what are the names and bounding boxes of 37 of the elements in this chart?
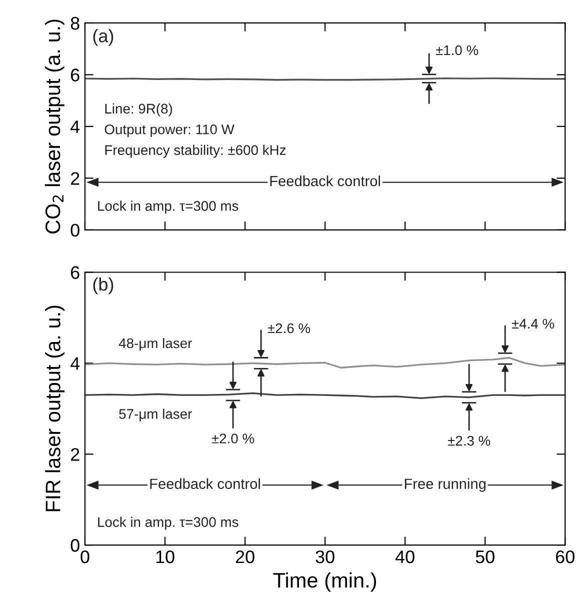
annotation: Line: 9R(8)	[105, 103, 172, 116]
annotation: (b)	[93, 277, 114, 294]
y-tick-label: 4	[70, 357, 80, 370]
annotation: Feedback control	[270, 176, 380, 186]
x-tick-label: 0	[80, 550, 90, 564]
x-tick-label: 30	[316, 550, 334, 564]
y-axis-title: CO$_{2}$ laser output (a. u.)	[44, 20, 64, 234]
annotation: ±4.4 %	[512, 318, 554, 329]
annotation: ±1.0 %	[436, 45, 478, 56]
y-tick-label: 2	[70, 172, 80, 185]
y-tick-label: 6	[70, 68, 80, 82]
x-tick-label: 50	[476, 550, 494, 564]
annotation: ±2.3 %	[448, 436, 490, 446]
y-tick-label: 0	[70, 224, 80, 237]
x-tick-label: 10	[156, 550, 174, 564]
line-series	[84, 356, 566, 369]
series-label: 57-μm laser	[119, 408, 192, 422]
y-tick-label: 2	[70, 448, 80, 461]
annotation: (a)	[93, 29, 114, 46]
annotation: Free running	[404, 478, 486, 492]
annotation: Frequency stability: ±600 kHz	[105, 144, 286, 158]
annotation: ±2.6 %	[268, 323, 310, 334]
y-tick-label: 4	[70, 120, 80, 133]
series-label: 48-μm laser	[118, 338, 192, 351]
y-tick-label: 6	[70, 266, 80, 279]
y-tick-label: 0	[70, 539, 80, 552]
x-tick-label: 40	[395, 550, 414, 564]
y-axis-title: FIR laser output (a. u.)	[45, 306, 65, 512]
y-tick-label: 8	[70, 16, 80, 30]
x-tick-label: 60	[556, 550, 574, 564]
annotation: Output power: 110 W	[104, 124, 234, 138]
x-tick-label: 20	[236, 550, 254, 564]
annotation: ±2.0 %	[212, 434, 254, 444]
annotation: Lock in amp. τ=300 ms	[98, 200, 238, 214]
annotation: Lock in amp. τ=300 ms	[98, 516, 238, 530]
x-axis-title: Time (min.)	[273, 572, 376, 592]
annotation: Feedback control	[150, 478, 260, 489]
